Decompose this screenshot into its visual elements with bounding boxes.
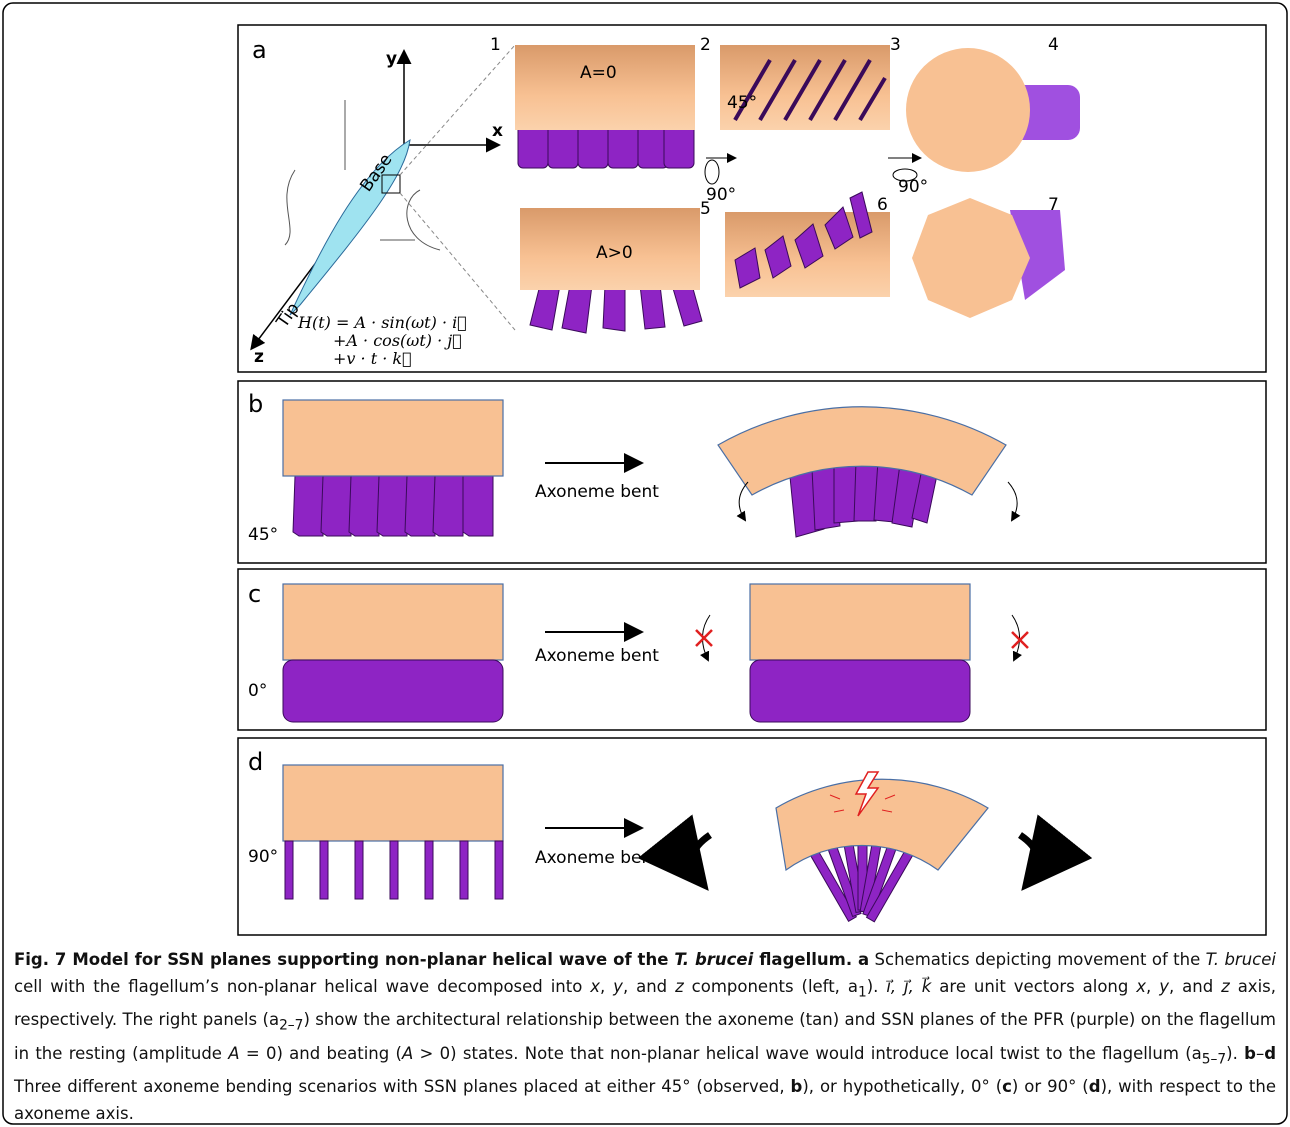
panel-label: b [248, 390, 263, 418]
subpanel-number: 3 [890, 35, 901, 55]
caption-text: , [1146, 977, 1159, 996]
caption-text: ). [867, 977, 887, 996]
caption-text: flagellum. a [753, 950, 869, 969]
caption-text: cell with the flagellum’s non-planar hel… [14, 977, 590, 996]
caption-text: d [1264, 1044, 1276, 1063]
caption-text: ), or hypothetically, 0° ( [802, 1077, 1002, 1096]
ssn-plane [750, 660, 970, 722]
caption-text: ) or 90° ( [1012, 1077, 1089, 1096]
caption-text: d [1089, 1077, 1101, 1096]
subpanel-number: 2 [700, 35, 711, 55]
axoneme [283, 584, 503, 660]
caption-text: T. brucei [674, 950, 753, 969]
caption-text: 5–7 [1202, 1051, 1226, 1067]
axoneme-end [912, 198, 1030, 318]
rotation-label: 90° [898, 177, 928, 197]
axoneme [515, 45, 695, 130]
caption-text: 1 [858, 984, 867, 1000]
angle-label: 45° [248, 525, 278, 545]
arrow-label: Axoneme bent [535, 646, 659, 666]
caption-text: ). [1226, 1044, 1244, 1063]
caption-text: Schematics depicting movement of the [869, 950, 1206, 969]
caption-text: b [1244, 1044, 1256, 1063]
axis-label: z [254, 347, 264, 367]
caption-text: Fig. 7 Model for SSN planes supporting n… [14, 950, 674, 969]
panel-label: a [252, 36, 267, 64]
arrow-label: Axoneme bent [535, 848, 659, 868]
angle-label: 45° [727, 93, 757, 113]
caption-text: , [600, 977, 613, 996]
amplitude-label: A=0 [580, 63, 617, 83]
axoneme-end [906, 48, 1030, 172]
subpanel-number: 1 [490, 35, 501, 55]
caption-text: x [1136, 977, 1146, 996]
caption-text: 2–7 [279, 1018, 303, 1034]
caption-text: z [1221, 977, 1230, 996]
caption-text: > 0) states. Note that non-planar helica… [413, 1044, 1202, 1063]
blades [530, 285, 702, 333]
caption-text: , and [623, 977, 675, 996]
ssn-plane [283, 660, 503, 722]
caption-text: y [613, 977, 623, 996]
caption-text: components (left, a [684, 977, 858, 996]
blades [293, 476, 493, 536]
bent-axoneme [776, 779, 988, 870]
caption-text: b [791, 1077, 803, 1096]
caption-text: T. brucei [1206, 950, 1276, 969]
axis-label: y [386, 49, 397, 69]
zoom-lines [400, 45, 515, 330]
axis-label: x [492, 121, 503, 141]
caption: Fig. 7 Model for SSN planes supporting n… [14, 946, 1276, 1127]
axoneme [283, 765, 503, 841]
amplitude-label: A>0 [596, 243, 633, 263]
subpanel-number: 4 [1048, 35, 1059, 55]
caption-text: A [402, 1044, 413, 1063]
panel-label: d [248, 748, 263, 776]
bend-arrow [1020, 835, 1038, 880]
angle-label: 90° [248, 847, 278, 867]
caption-text: – [1256, 1044, 1264, 1063]
rotation-label: 90° [706, 185, 736, 205]
panel-label: c [248, 580, 261, 608]
equation: H(t) = A · sin(ωt) · i⃗ [297, 313, 467, 332]
caption-text: Three different axoneme bending scenario… [14, 1077, 791, 1096]
caption-text: = 0) and beating ( [240, 1044, 402, 1063]
rotation-icon [705, 160, 719, 184]
equation: +v · t · k⃗ [333, 349, 412, 368]
angle-label: 0° [248, 681, 267, 701]
axoneme [750, 584, 970, 660]
caption-text: y [1159, 977, 1169, 996]
arrow-label: Axoneme bent [535, 482, 659, 502]
caption-text: z [675, 977, 684, 996]
caption-text: , and [1169, 977, 1221, 996]
page: a y x z Base Tip H(t) = A · sin(ωt) · i⃗… [0, 0, 1290, 1127]
bend-arrow [1008, 482, 1017, 520]
caption-text: x [590, 977, 600, 996]
axoneme [283, 400, 503, 476]
equation: +A · cos(ωt) · j⃗ [333, 331, 462, 350]
ssn-planes [285, 841, 503, 899]
caption-text: are unit vectors along [931, 977, 1136, 996]
caption-text: i⃗, j⃗, k⃗ [886, 977, 931, 996]
bend-arrow [692, 835, 710, 880]
caption-text: c [1002, 1077, 1012, 1096]
caption-text: A [228, 1044, 239, 1063]
